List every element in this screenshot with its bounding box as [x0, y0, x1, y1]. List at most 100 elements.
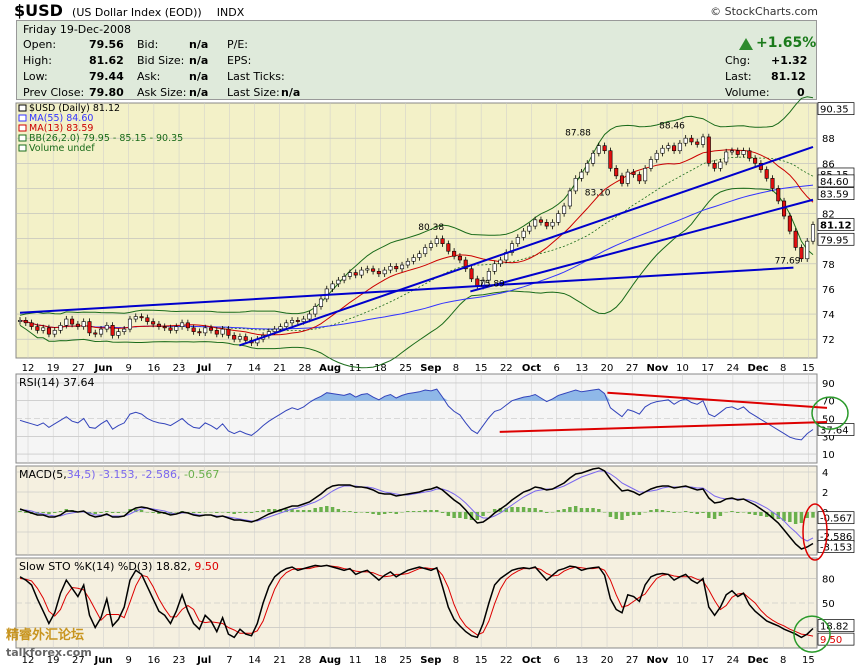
watermark-logo-url: talkforex.com	[6, 646, 92, 659]
candle	[544, 222, 549, 227]
macd-tag: -2.586	[820, 532, 852, 543]
y-tick-label: 82	[822, 210, 835, 221]
macd-histogram-bar	[319, 507, 323, 512]
macd-histogram-bar	[382, 512, 387, 514]
x-tick-label: 8	[780, 363, 786, 374]
candle	[127, 318, 133, 330]
macd-histogram-bar	[527, 508, 532, 512]
stoch-k-line	[19, 564, 814, 639]
macd-histogram-bar	[24, 512, 28, 513]
candle	[643, 168, 648, 182]
candle	[203, 327, 208, 334]
ma13-line	[19, 149, 814, 336]
x-tick-label: 27	[626, 363, 639, 374]
x-tick-label: Aug	[319, 655, 341, 666]
candle	[562, 205, 567, 214]
trendline	[19, 266, 794, 314]
y-tick-label: 70	[822, 397, 835, 408]
y-tick-label: 30	[822, 432, 835, 443]
macd-histogram-bar	[487, 512, 491, 513]
x-tick-label: 8	[453, 655, 459, 666]
x-tick-label: Oct	[522, 363, 541, 374]
x-tick-label: 6	[553, 655, 559, 666]
macd-histogram-bar	[110, 512, 115, 513]
y-tick-label: 88	[822, 134, 835, 145]
candle	[747, 150, 752, 159]
candle	[706, 136, 711, 164]
macd-histogram-bar	[400, 512, 404, 513]
legend-entry: Volume undef	[29, 143, 95, 154]
price-tag-box	[817, 187, 855, 200]
candle	[301, 318, 306, 322]
x-tick-label: Nov	[646, 655, 668, 666]
macd-histogram-bar	[724, 512, 728, 513]
x-tick-label: 24	[727, 363, 740, 374]
x-tick-label: 23	[173, 655, 186, 666]
candle	[700, 136, 706, 145]
stockcharts-credit-link[interactable]: © StockCharts.com	[710, 5, 818, 18]
candle	[307, 313, 312, 320]
macd-histogram-bar	[226, 512, 231, 513]
x-tick-label: 20	[601, 363, 614, 374]
x-tick-label: Aug	[319, 363, 341, 374]
candle	[185, 322, 190, 329]
macd-histogram-bar	[174, 512, 179, 513]
rsi-trendline	[499, 421, 828, 433]
bid-label: Bid:	[137, 38, 159, 51]
legend-entry: MA(55) 84.60	[29, 113, 93, 124]
macd-histogram-bar	[446, 512, 451, 516]
candle	[573, 178, 578, 192]
macd-histogram-bar	[759, 512, 763, 516]
macd-histogram-bar	[255, 511, 260, 512]
candle	[295, 320, 300, 322]
macd-label: MACD(5,34,5) -3.153, -2.586, -0.567	[19, 468, 219, 481]
macd-histogram-bar	[492, 509, 497, 512]
x-tick-label: 12	[22, 655, 35, 666]
chart-title: $USD (US Dollar Index (EOD)) INDX	[14, 2, 244, 20]
watermark-logo: 精睿外汇论坛	[6, 628, 85, 643]
price-tag: 83.59	[820, 190, 849, 201]
candle	[515, 237, 520, 244]
candle	[538, 219, 543, 223]
x-tick-label: 25	[399, 363, 412, 374]
panel-frame-2	[15, 465, 818, 556]
candle	[347, 272, 352, 277]
candle	[284, 322, 289, 327]
stoch-tag-box	[817, 632, 855, 646]
macd-histogram-bar	[458, 512, 462, 518]
price-annotation: 87.88	[565, 129, 591, 139]
macd-histogram-bar	[626, 512, 630, 516]
candle	[729, 150, 734, 153]
price-tag: 90.35	[820, 105, 849, 116]
price-tag-box	[817, 232, 855, 246]
price-tag-box	[817, 102, 855, 116]
y-tick-label: 72	[822, 335, 835, 346]
macd-histogram-bar	[423, 510, 427, 512]
price-annotation: 77.69	[775, 257, 801, 267]
macd-histogram-bar	[342, 511, 346, 512]
symbol: $USD	[14, 1, 63, 20]
x-tick-label: 21	[273, 363, 286, 374]
candle	[64, 318, 69, 326]
macd-highlight-circle	[802, 503, 828, 561]
y-tick-label: 90	[822, 379, 835, 390]
macd-histogram-bar	[770, 512, 775, 518]
x-tick-label: 27	[72, 363, 85, 374]
price-tag: 84.60	[820, 177, 849, 188]
macd-histogram-bar	[267, 509, 271, 512]
candle	[527, 225, 532, 232]
candle	[486, 271, 491, 281]
x-tick-label: 12	[22, 363, 35, 374]
candle	[353, 272, 358, 276]
macd-histogram-bar	[307, 510, 312, 512]
macd-histogram-bar	[99, 512, 103, 513]
candle	[17, 320, 23, 322]
candle	[23, 320, 28, 324]
bid-size-value: n/a	[189, 54, 209, 67]
candle	[226, 328, 231, 336]
macd-histogram-bar	[238, 512, 242, 513]
candle	[35, 326, 40, 331]
last-ticks-label: Last Ticks:	[227, 70, 285, 83]
candle	[278, 326, 283, 330]
